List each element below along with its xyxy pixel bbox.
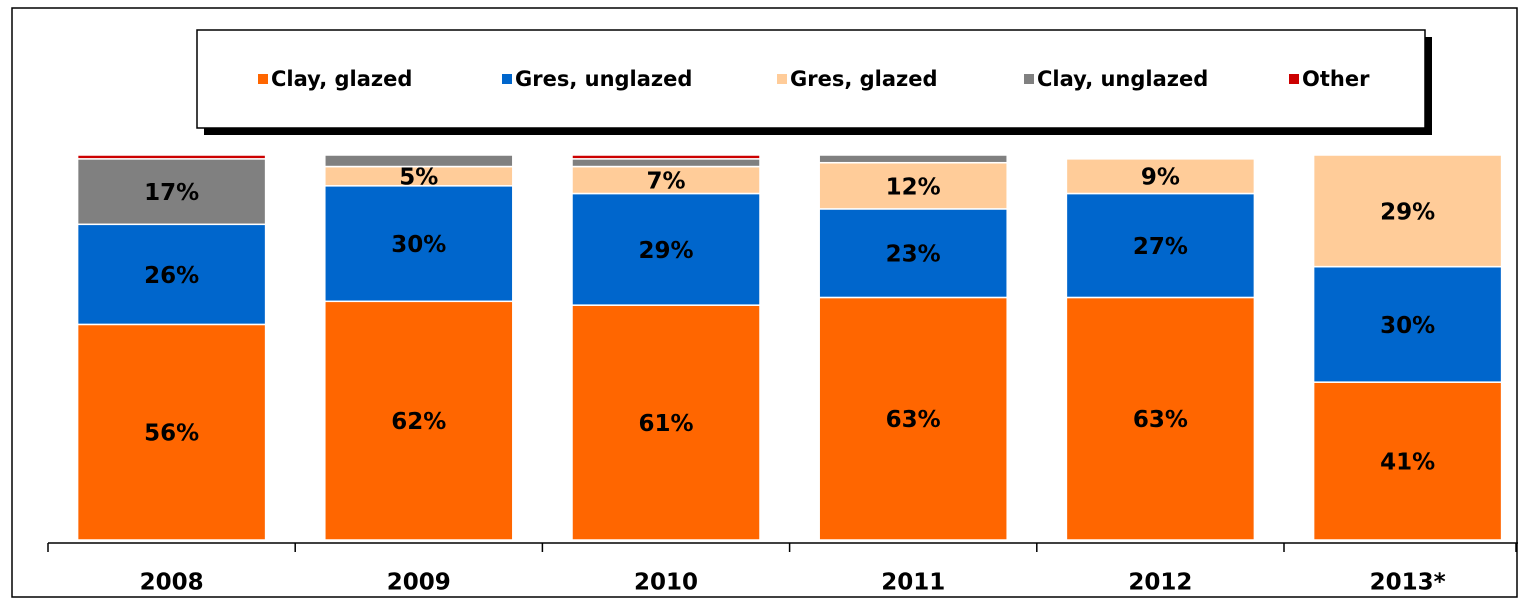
bar-segment xyxy=(324,154,514,168)
data-label: 27% xyxy=(1133,234,1188,260)
bar-segment xyxy=(818,208,1008,299)
x-tick-label: 2009 xyxy=(387,570,451,596)
legend-label: Other xyxy=(1302,67,1370,91)
bar-segment xyxy=(571,154,761,160)
legend-swatch xyxy=(777,74,787,84)
bar-segment xyxy=(1065,296,1256,541)
legend-label: Gres, unglazed xyxy=(515,67,692,91)
bar-segment xyxy=(818,296,1008,541)
data-label: 23% xyxy=(886,242,941,268)
bar-segment xyxy=(818,161,1008,210)
bar-segment xyxy=(1312,154,1503,268)
data-label: 61% xyxy=(638,411,693,437)
data-label: 7% xyxy=(646,169,685,195)
legend-label: Clay, unglazed xyxy=(1037,67,1208,91)
data-label: 56% xyxy=(144,421,199,447)
x-tick-label: 2012 xyxy=(1128,570,1192,596)
legend-swatch xyxy=(258,74,268,84)
legend-swatch xyxy=(1024,74,1034,84)
x-tick-label: 2011 xyxy=(881,570,945,596)
data-label: 5% xyxy=(399,165,438,191)
bar-segment xyxy=(571,165,761,195)
data-label: 26% xyxy=(144,263,199,289)
data-label: 12% xyxy=(886,174,941,200)
data-label: 9% xyxy=(1141,165,1180,191)
data-label: 29% xyxy=(1380,199,1435,225)
bar-segment xyxy=(76,323,267,541)
bar-segment xyxy=(1312,265,1503,383)
bar-segment xyxy=(571,192,761,306)
data-label: 30% xyxy=(391,232,446,258)
data-label: 62% xyxy=(391,409,446,435)
bar-segment xyxy=(1312,381,1503,541)
data-label: 30% xyxy=(1380,313,1435,339)
bar-segment xyxy=(1065,158,1256,195)
legend: Clay, glazed Gres, unglazed Gres, glazed Cl… xyxy=(258,67,1370,91)
bar-segment xyxy=(1065,192,1256,299)
data-label: 41% xyxy=(1380,450,1435,476)
legend-label: Gres, glazed xyxy=(790,67,938,91)
data-label: 63% xyxy=(1133,407,1188,433)
data-label: 29% xyxy=(638,238,693,264)
bar-segment xyxy=(571,304,761,541)
x-tick-label: 2013* xyxy=(1370,570,1446,596)
bar-segment xyxy=(571,158,761,168)
data-label: 17% xyxy=(144,180,199,206)
bar-segment xyxy=(76,154,267,160)
legend-box xyxy=(196,29,1426,129)
bar-segment xyxy=(324,300,514,541)
x-tick-label: 2010 xyxy=(634,570,698,596)
legend-label: Clay, glazed xyxy=(271,67,412,91)
bar-segment xyxy=(324,185,514,303)
legend-swatch xyxy=(1289,74,1299,84)
x-tick-label: 2008 xyxy=(140,570,204,596)
data-label: 63% xyxy=(886,407,941,433)
bar-segment xyxy=(818,154,1008,164)
legend-swatch xyxy=(502,74,512,84)
